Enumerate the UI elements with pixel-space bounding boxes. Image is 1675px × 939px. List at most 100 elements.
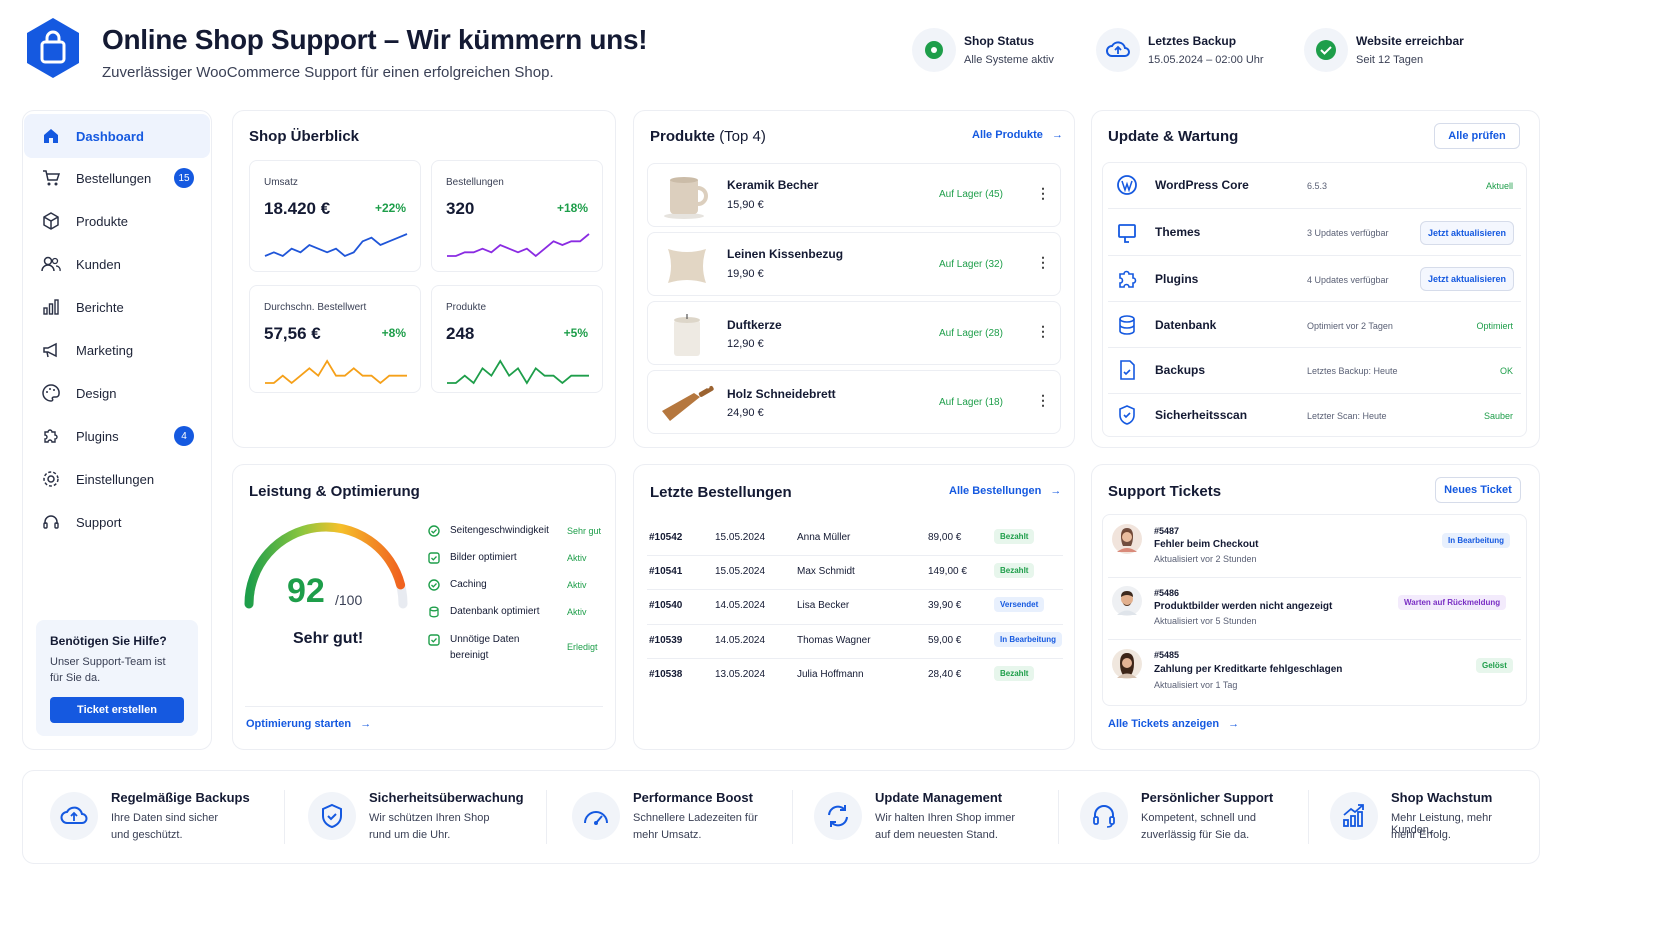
update-now-button[interactable]: Jetzt aktualisieren [1420,221,1514,245]
product-row[interactable]: Duftkerze 12,90 € Auf Lager (28) ⋮ [647,301,1061,365]
sidebar-item-design[interactable]: Design [24,371,210,415]
arrow-right-icon: → [1228,718,1240,730]
sparkline-path [447,359,589,385]
status-backup: Letztes Backup 15.05.2024 – 02:00 Uhr [1096,28,1286,74]
order-row[interactable]: #10541 15.05.2024 Max Schmidt 149,00 € B… [647,558,1063,592]
wordpress-icon [1116,174,1138,196]
more-menu-icon[interactable]: ⋮ [1036,185,1050,201]
item-label-2: bereinigt [450,650,489,661]
product-row[interactable]: Leinen Kissenbezug 19,90 € Auf Lager (32… [647,232,1061,296]
customer-name: Thomas Wagner [797,635,871,646]
item-info: 4 Updates verfügbar [1307,275,1389,285]
sidebar-item-label: Bestellungen [76,170,152,186]
sidebar-item-label: Produkte [76,213,129,229]
status-badge: Versendet [994,597,1045,612]
all-orders-link[interactable]: Alle Bestellungen → [949,485,1062,497]
help-text: für Sie da. [50,672,101,684]
feature-item: Shop Wachstum Mehr Leistung, mehr Kunden… [1330,786,1535,848]
ticket-row[interactable]: #5486 Produktbilder werden nicht angezei… [1102,578,1527,638]
sidebar-item-dashboard[interactable]: Dashboard [24,114,210,158]
divider [1108,577,1521,578]
all-tickets-link[interactable]: Alle Tickets anzeigen → [1108,718,1240,730]
sidebar-item-kunden[interactable]: Kunden [24,242,210,286]
status-text: Alle Systeme aktiv [964,54,1054,66]
order-id: #10538 [649,669,683,680]
check-all-button[interactable]: Alle prüfen [1434,123,1520,149]
order-row[interactable]: #10538 13.05.2024 Julia Hoffmann 28,40 €… [647,661,1063,695]
sidebar-item-einstellungen[interactable]: Einstellungen [24,457,210,501]
product-row[interactable]: Keramik Becher 15,90 € Auf Lager (45) ⋮ [647,163,1061,227]
order-row[interactable]: #10542 15.05.2024 Anna Müller 89,00 € Be… [647,524,1063,558]
sidebar-item-marketing[interactable]: Marketing [24,328,210,372]
new-ticket-button[interactable]: Neues Ticket [1435,477,1521,503]
maintenance-row: Backups Letztes Backup: Heute OK [1102,347,1527,393]
status-badge: In Bearbeitung [994,632,1063,647]
sidebar-item-support[interactable]: Support [24,500,210,544]
order-amount: 28,40 € [928,669,962,680]
sidebar-item-berichte[interactable]: Berichte [24,285,210,329]
features-bar [22,770,1540,864]
count-badge: 15 [174,168,194,188]
item-label: Unnötige Daten [450,634,520,645]
card-title: Produkte (Top 4) [650,128,766,145]
users-icon [40,253,62,275]
more-menu-icon[interactable]: ⋮ [1036,254,1050,270]
update-now-button[interactable]: Jetzt aktualisieren [1420,267,1514,291]
page-title: Online Shop Support – Wir kümmern uns! [102,24,648,55]
order-amount: 149,00 € [928,566,967,577]
kpi-label: Umsatz [264,177,298,188]
status-website: Website erreichbar Seit 12 Tagen [1304,28,1494,74]
kpi-card[interactable]: Durchschn. Bestellwert 57,56 € +8% [249,285,421,393]
logo [24,16,82,80]
divider [647,658,1063,659]
status-title: Letztes Backup [1148,34,1237,48]
image-check-icon [428,552,440,564]
divider [1108,208,1521,209]
order-row[interactable]: #10539 14.05.2024 Thomas Wagner 59,00 € … [647,627,1063,661]
headset-icon [1080,792,1128,840]
cloud-icon [1096,28,1140,72]
ticket-row[interactable]: #5485 Zahlung per Kreditkarte fehlgeschl… [1102,640,1527,702]
all-products-link[interactable]: Alle Produkte → [972,129,1063,141]
more-menu-icon[interactable]: ⋮ [1036,392,1050,408]
kpi-card[interactable]: Bestellungen 320 +18% [431,160,603,272]
database-icon [428,606,440,618]
kpi-card[interactable]: Produkte 248 +5% [431,285,603,393]
feature-text: und geschützt. [111,829,183,841]
check-dot-icon [912,28,956,72]
status-label: Aktuell [1485,181,1513,191]
optimization-item: Seitengeschwindigkeit Sehr gut [428,524,604,540]
feature-text: Wir schützen Ihren Shop [369,812,490,824]
kpi-delta: +22% [374,201,406,215]
item-info: Letztes Backup: Heute [1307,366,1398,376]
feature-text: Schnellere Ladezeiten für [633,812,758,824]
item-info: Optimiert vor 2 Tagen [1307,321,1393,331]
kpi-card[interactable]: Umsatz 18.420 € +22% [249,160,421,272]
status-title: Shop Status [964,34,1035,48]
shield-icon [1116,404,1138,426]
sidebar-item-bestellungen[interactable]: Bestellungen 15 [24,156,210,200]
product-row[interactable]: Holz Schneidebrett 24,90 € Auf Lager (18… [647,370,1061,434]
ticket-row[interactable]: #5487 Fehler beim Checkout Aktualisiert … [1102,516,1527,576]
card-title: Update & Wartung [1108,128,1239,145]
optimization-start-link[interactable]: Optimierung starten → [246,718,372,730]
bar-chart-icon [40,296,62,318]
arrow-right-icon: → [1050,485,1062,497]
feature-text: mehr Umsatz. [633,829,702,841]
sidebar-item-plugins[interactable]: Plugins 4 [24,414,210,458]
ticket-create-button[interactable]: Ticket erstellen [50,697,184,723]
card-title: Letzte Bestellungen [650,484,792,501]
order-id: #10542 [649,532,683,543]
item-info: Letzter Scan: Heute [1307,411,1387,421]
separator [284,790,285,844]
order-row[interactable]: #10540 14.05.2024 Lisa Becker 39,90 € Ve… [647,592,1063,626]
more-menu-icon[interactable]: ⋮ [1036,323,1050,339]
sidebar-item-produkte[interactable]: Produkte [24,199,210,243]
status-badge: Gelöst [1476,658,1513,673]
score-verdict: Sehr gut! [293,630,364,647]
avatar [1112,524,1142,554]
separator [1058,790,1059,844]
maintenance-row: Plugins 4 Updates verfügbar Jetzt aktual… [1102,256,1527,302]
help-title: Benötigen Sie Hilfe? [50,634,167,648]
maintenance-row: Themes 3 Updates verfügbar Jetzt aktuali… [1102,210,1527,256]
